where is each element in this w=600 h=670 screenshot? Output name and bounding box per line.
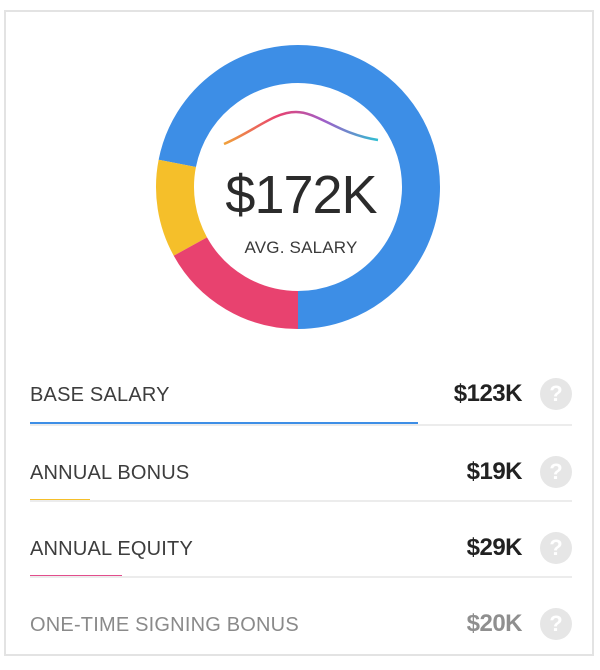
base-salary-bar xyxy=(30,422,418,425)
signing-bonus-help-icon[interactable]: ? xyxy=(540,608,572,640)
row-signing-bonus: ONE-TIME SIGNING BONUS $20K ? xyxy=(30,594,572,670)
donut-slice-annual-bonus xyxy=(156,159,208,256)
signing-bonus-label: ONE-TIME SIGNING BONUS xyxy=(30,614,299,636)
annual-equity-label: ANNUAL EQUITY xyxy=(30,538,194,560)
donut-slice-annual-equity xyxy=(173,236,299,329)
row-base-salary: BASE SALARY $123K ? xyxy=(30,364,572,440)
salary-donut-chart: $172K AVG. SALARY xyxy=(6,12,596,342)
annual-bonus-value: $19K xyxy=(466,458,523,485)
base-salary-label: BASE SALARY xyxy=(30,384,170,406)
annual-equity-help-icon[interactable]: ? xyxy=(540,532,572,564)
annual-bonus-help-icon[interactable]: ? xyxy=(540,456,572,488)
base-salary-help-icon[interactable]: ? xyxy=(540,378,572,410)
distribution-wave-icon xyxy=(223,110,379,146)
row-divider xyxy=(30,424,572,426)
annual-bonus-label: ANNUAL BONUS xyxy=(30,462,190,484)
row-divider xyxy=(30,500,572,502)
donut-svg xyxy=(156,45,440,329)
avg-salary-label: AVG. SALARY xyxy=(244,238,358,257)
signing-bonus-value: $20K xyxy=(466,610,523,637)
donut-slice-base-salary xyxy=(158,45,440,329)
salary-card: $172K AVG. SALARY BASE SALARY $123K ? AN… xyxy=(4,10,594,656)
row-annual-equity: ANNUAL EQUITY $29K ? xyxy=(30,518,572,594)
avg-salary-value: $172K xyxy=(225,165,377,225)
row-annual-bonus: ANNUAL BONUS $19K ? xyxy=(30,442,572,518)
base-salary-value: $123K xyxy=(453,380,523,407)
row-divider xyxy=(30,576,572,578)
annual-equity-value: $29K xyxy=(466,534,523,561)
